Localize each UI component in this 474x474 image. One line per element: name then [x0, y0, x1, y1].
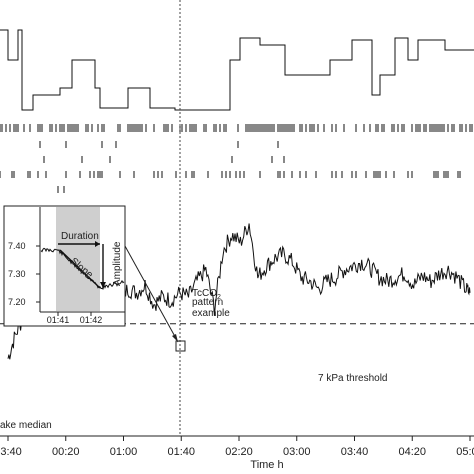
inset-xtick-label: 01:41 — [47, 315, 70, 325]
x-axis: 23:40 00:20 01:00 01:40 02:20 03:00 03:40 04:20… — [0, 436, 474, 471]
event-rasters — [0, 124, 472, 193]
annotation-example: example — [192, 308, 230, 319]
inset-ytick-label: 7.40 — [8, 241, 26, 251]
x-tick-label: 05:00 — [456, 446, 474, 458]
x-tick-label: 00:20 — [52, 446, 80, 458]
x-tick-label: 02:20 — [225, 446, 253, 458]
inset-panel: 7.40 7.30 7.20 01:41 01:42 Duration Slop… — [4, 206, 125, 326]
inset-ytick-label: 7.20 — [8, 297, 26, 307]
threshold-label: 7 kPa threshold — [318, 373, 388, 384]
x-tick-label: 01:00 — [110, 446, 138, 458]
pattern-annotation: TcCO2 pattern example — [192, 288, 230, 319]
wake-median-label: ake median — [0, 420, 52, 431]
hypnogram-line — [0, 30, 474, 110]
inset-connector-arrow — [125, 246, 178, 342]
inset-ytick-label: 7.30 — [8, 269, 26, 279]
x-tick-label: 23:40 — [0, 446, 22, 458]
inset-connector-arrowhead — [172, 334, 178, 342]
x-axis-ticks: 23:40 00:20 01:00 01:40 02:20 03:00 03:40 04:20… — [0, 436, 474, 458]
x-axis-title: Time h — [250, 459, 283, 471]
x-tick-label: 03:00 — [283, 446, 311, 458]
hypnogram-panel — [0, 30, 474, 110]
x-tick-label: 03:40 — [341, 446, 369, 458]
inset-xtick-label: 01:42 — [80, 315, 103, 325]
amplitude-label: Amplitude — [112, 241, 123, 286]
x-tick-label: 04:20 — [398, 446, 426, 458]
duration-label: Duration — [61, 231, 99, 242]
annotation-pattern: pattern — [192, 297, 223, 308]
x-tick-label: 01:40 — [167, 446, 195, 458]
